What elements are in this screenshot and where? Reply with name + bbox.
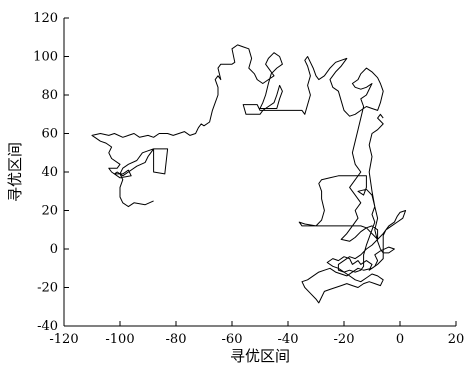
- y-axis-label: 寻优区间: [6, 142, 24, 202]
- series-line: [91, 44, 407, 304]
- x-tick-label: 20: [448, 332, 465, 347]
- y-ticks: -40 -20 0 20 40 60 80 100 120: [33, 11, 69, 334]
- x-axis-label: 寻优区间: [230, 347, 290, 365]
- y-tick-label: -20: [37, 281, 58, 296]
- x-ticks: -120 -100 -80 -60 -40 -20 0 20: [49, 321, 464, 347]
- plot-area: -120 -100 -80 -60 -40 -20 0 20 -40 -20 0 20 40 60 80 1…: [33, 11, 464, 347]
- y-tick-label: 120: [33, 11, 58, 26]
- y-tick-label: 20: [41, 204, 58, 219]
- y-tick-label: -40: [37, 319, 58, 334]
- x-tick-label: -20: [334, 332, 355, 347]
- x-tick-label: -40: [278, 332, 299, 347]
- y-tick-label: 80: [41, 88, 58, 103]
- y-tick-label: 40: [41, 165, 58, 180]
- x-tick-label: -60: [222, 332, 243, 347]
- x-tick-label: 0: [396, 332, 404, 347]
- y-tick-label: 60: [41, 127, 58, 142]
- y-tick-label: 100: [33, 50, 58, 65]
- x-tick-label: -100: [105, 332, 134, 347]
- x-tick-label: -80: [166, 332, 187, 347]
- y-tick-label: 0: [50, 242, 58, 257]
- x-tick-label: -120: [49, 332, 78, 347]
